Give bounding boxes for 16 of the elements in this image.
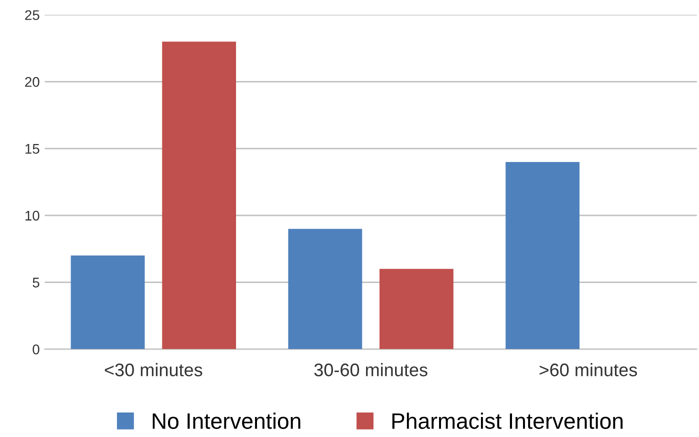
bar [70,256,145,350]
y-tick-label: 20 [25,77,40,87]
y-tick-label: 10 [25,210,40,221]
x-tick-label: 30-60 minutes [314,363,428,376]
bar [380,268,454,350]
legend-label: No Intervention [152,412,300,429]
y-tick-label: 25 [25,10,40,20]
bar [162,42,236,350]
x-tick-label: >60 minutes [540,363,637,376]
y-tick-label: 5 [32,278,40,288]
bar [288,228,362,350]
y-tick-label: 0 [32,344,40,354]
x-tick-label: <30 minutes [104,363,202,376]
legend-label: Pharmacist Intervention [392,412,623,429]
bar [506,162,580,350]
y-tick-label: 15 [25,144,40,154]
